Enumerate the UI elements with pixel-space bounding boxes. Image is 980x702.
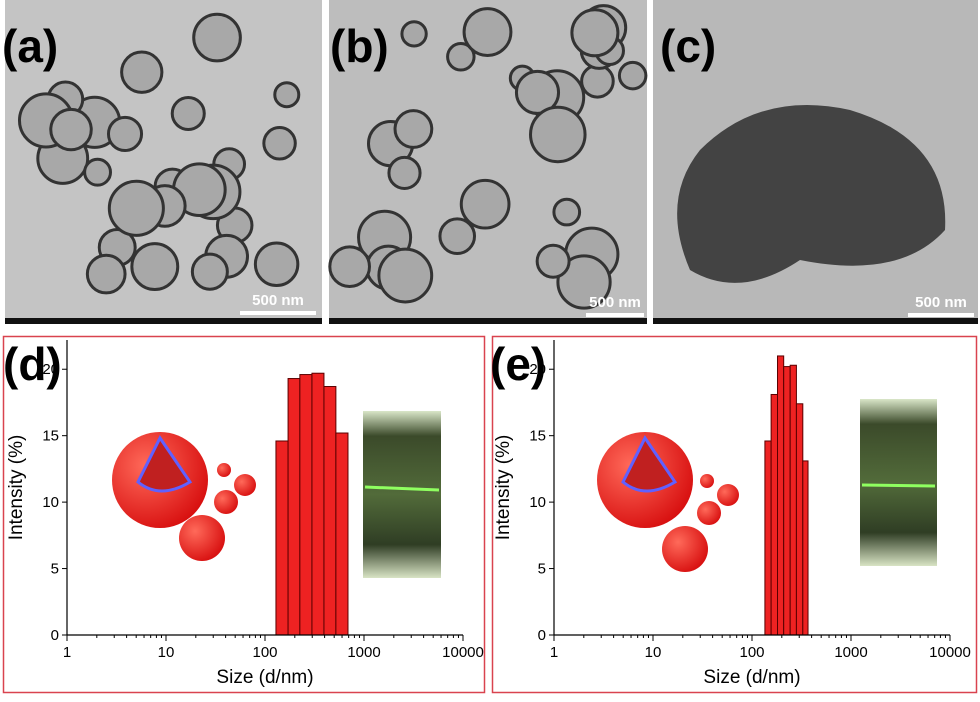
- scale-label: 500 nm: [589, 294, 641, 311]
- image-bar: [653, 318, 978, 324]
- vesicle: [400, 20, 428, 48]
- vesicle: [552, 197, 582, 227]
- y-axis-label: Intensity (%): [493, 435, 514, 541]
- panel-label: (b): [330, 20, 389, 72]
- bar: [789, 364, 797, 636]
- vesicle: [617, 60, 648, 91]
- vesicle: [535, 243, 571, 279]
- laser-path: [364, 485, 440, 492]
- vesicle: [529, 105, 587, 164]
- vesicle: [83, 157, 112, 187]
- vesicle: [580, 63, 615, 99]
- image-bar: [5, 318, 322, 324]
- panel-label: (c): [660, 20, 716, 72]
- panel-label: (a): [2, 20, 58, 72]
- bar: [275, 440, 289, 636]
- y-tick-label: 20: [42, 361, 59, 378]
- vesicle: [85, 253, 127, 295]
- vesicle: [514, 69, 561, 115]
- vesicle: [462, 7, 513, 57]
- bar: [764, 440, 772, 636]
- x-axis-label: Size (d/nm): [216, 667, 313, 688]
- scale-label: 500 nm: [915, 294, 967, 311]
- bar: [287, 378, 301, 636]
- vesicle: [49, 107, 93, 152]
- y-tick-label: 0: [51, 627, 59, 644]
- y-tick-label: 5: [51, 561, 59, 578]
- bar: [802, 460, 809, 636]
- x-tick-label: 10000: [929, 644, 971, 661]
- y-tick-label: 0: [538, 627, 546, 644]
- vesicle: [253, 241, 300, 287]
- y-tick-label: 15: [42, 428, 59, 445]
- cuvette-photo: [363, 411, 441, 578]
- bar: [299, 374, 313, 636]
- aggregate: [677, 105, 946, 283]
- x-tick-label: 1000: [834, 644, 867, 661]
- y-axis-label: Intensity (%): [6, 435, 27, 541]
- vesicle: [107, 179, 165, 237]
- vesicle: [393, 109, 434, 149]
- x-tick-label: 100: [252, 644, 277, 661]
- vesicle: [262, 126, 297, 161]
- vesicle: [120, 50, 164, 94]
- vesicle: [192, 12, 242, 63]
- bar: [770, 393, 779, 636]
- vesicle: [170, 95, 206, 131]
- bar: [311, 372, 325, 636]
- vesicle: [190, 252, 229, 291]
- x-tick-label: 100: [739, 644, 764, 661]
- vesicle: [130, 242, 180, 292]
- scale-bar: [240, 311, 316, 315]
- image-bar: [329, 318, 647, 324]
- laser-path: [861, 483, 936, 488]
- scale-bar: [586, 313, 644, 317]
- x-tick-label: 1: [63, 644, 71, 661]
- vesicle: [570, 8, 620, 58]
- vesicle: [377, 247, 434, 304]
- vesicle: [438, 217, 477, 255]
- y-tick-label: 20: [529, 361, 546, 378]
- vesicle: [459, 178, 511, 230]
- y-tick-label: 10: [529, 494, 546, 511]
- x-tick-label: 10: [645, 644, 662, 661]
- vesicle: [273, 81, 301, 109]
- panel-label: (e): [490, 338, 546, 390]
- vesicle: [387, 155, 422, 191]
- scale-label: 500 nm: [252, 292, 304, 309]
- vesicle: [328, 245, 371, 288]
- panel-frame: [2, 335, 486, 694]
- scale-bar: [908, 313, 974, 317]
- bar: [795, 403, 804, 636]
- panel-frame: [491, 335, 978, 694]
- cuvette-photo: [860, 399, 937, 566]
- vesicle: [556, 254, 612, 310]
- bar: [777, 355, 785, 636]
- x-axis-label: Size (d/nm): [703, 667, 800, 688]
- y-tick-label: 15: [529, 428, 546, 445]
- bar: [783, 366, 791, 636]
- y-tick-label: 5: [538, 561, 546, 578]
- bar: [335, 432, 349, 636]
- y-tick-label: 10: [42, 494, 59, 511]
- x-tick-label: 1: [550, 644, 558, 661]
- x-tick-label: 10000: [442, 644, 484, 661]
- panel-label: (d): [3, 338, 62, 390]
- x-tick-label: 1000: [347, 644, 380, 661]
- vesicle: [446, 42, 476, 72]
- x-tick-label: 10: [158, 644, 175, 661]
- sphere-illustration: [112, 432, 256, 561]
- sphere-illustration: [597, 432, 739, 572]
- vesicle: [106, 115, 144, 152]
- bar: [323, 386, 337, 636]
